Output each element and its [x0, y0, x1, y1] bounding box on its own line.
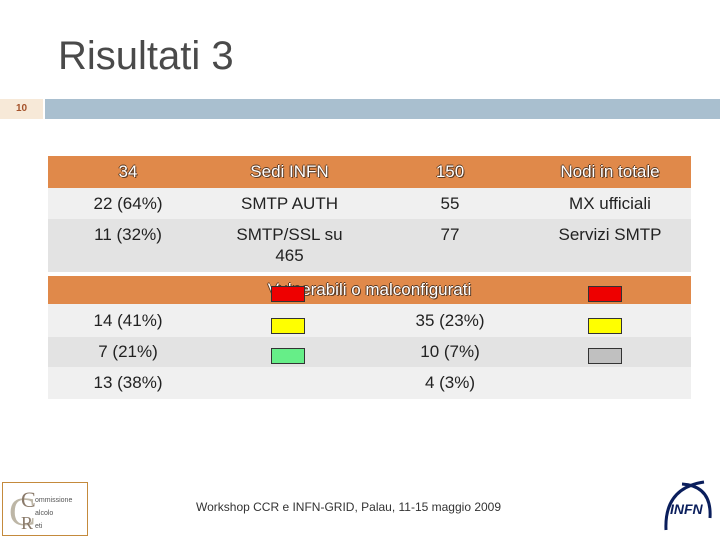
header-right-swatch [588, 286, 622, 302]
table-cell: SMTP AUTH [208, 188, 371, 219]
green-swatch [271, 348, 305, 364]
header-left-swatch [271, 286, 305, 302]
table-cell: 77 [371, 219, 529, 272]
table-cell: 55 [371, 188, 529, 219]
ccr-logo-graphic: C C R ommissione alcolo eti [5, 485, 85, 534]
table-cell: 22 (64%) [48, 188, 208, 219]
table-cell: 4 (3%) [371, 367, 529, 399]
infn-logo-graphic: INFN [664, 480, 712, 531]
header-cell: Nodi in totale [529, 156, 691, 188]
header-cell: Sedi INFN [208, 156, 371, 188]
header-cell: 150 [371, 156, 529, 188]
table-cell: 13 (38%) [48, 367, 208, 399]
footer-text: Workshop CCR e INFN-GRID, Palau, 11-15 m… [196, 500, 502, 514]
color-cell [529, 367, 691, 399]
slide-title: Risultati 3 [58, 34, 234, 78]
table-cell: MX ufficiali [529, 188, 691, 219]
table-cell: 14 (41%) [48, 304, 208, 337]
yellow-swatch [588, 318, 622, 334]
table-cell: 7 (21%) [48, 337, 208, 367]
table-cell: Servizi SMTP [529, 219, 691, 272]
vulnerability-header-label: Vulnerabili o malconfigurati [267, 280, 472, 299]
color-cell [208, 367, 371, 399]
table-cell: SMTP/SSL su 465 [208, 219, 371, 272]
yellow-swatch [271, 318, 305, 334]
vulnerability-header: Vulnerabili o malconfigurati [48, 276, 691, 304]
gray-swatch [588, 348, 622, 364]
table-cell: 11 (32%) [48, 219, 208, 272]
svg-text:C: C [21, 487, 36, 512]
infn-logo: INFN [660, 478, 716, 536]
ccr-logo: C C R ommissione alcolo eti [2, 482, 88, 536]
slide-number: 10 [0, 99, 43, 119]
title-rule [45, 99, 720, 119]
svg-text:C: C [9, 489, 36, 534]
svg-text:INFN: INFN [670, 501, 704, 517]
table-cell: 35 (23%) [371, 304, 529, 337]
svg-text:eti: eti [35, 523, 43, 530]
svg-text:alcolo: alcolo [35, 510, 53, 517]
svg-text:ommissione: ommissione [35, 497, 72, 504]
header-cell: 34 [48, 156, 208, 188]
svg-text:R: R [21, 513, 33, 533]
table-cell: 10 (7%) [371, 337, 529, 367]
